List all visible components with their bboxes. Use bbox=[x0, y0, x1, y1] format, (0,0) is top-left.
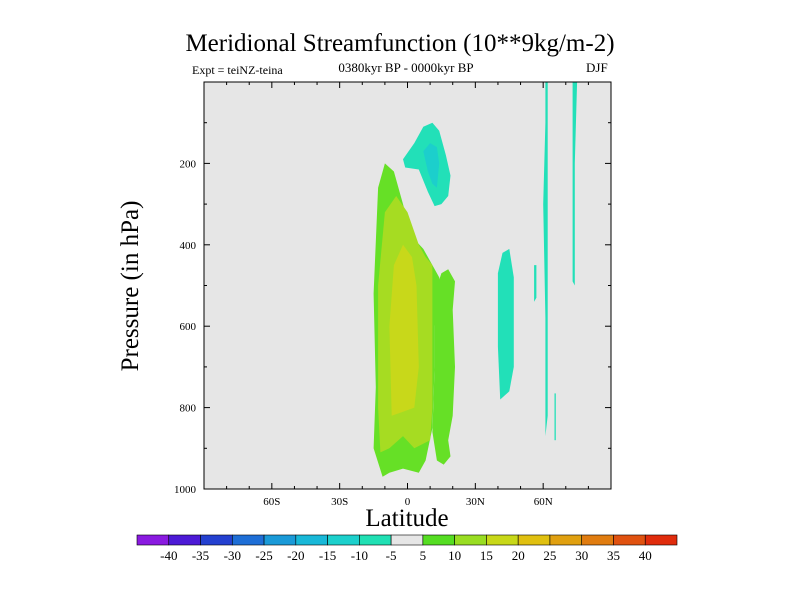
colorbar-box bbox=[486, 534, 519, 546]
colorbar-box bbox=[517, 534, 551, 546]
contour-region-9 bbox=[554, 393, 556, 441]
colorbar-label: -35 bbox=[192, 548, 209, 563]
colorbar-label: -30 bbox=[224, 548, 241, 563]
y-axis: 200 400 600 800 1000 bbox=[174, 122, 611, 496]
x-tick-label: 60N bbox=[534, 496, 553, 508]
colorbar-box bbox=[359, 534, 392, 546]
x-axis-title: Latitude bbox=[365, 505, 448, 532]
x-tick-label: 30S bbox=[331, 496, 348, 508]
colorbar-label: 35 bbox=[607, 548, 620, 563]
colorbar-label: 5 bbox=[420, 548, 427, 563]
colorbar-box bbox=[390, 534, 424, 546]
colorbar-label: 15 bbox=[480, 548, 493, 563]
y-tick-label: 1000 bbox=[174, 484, 197, 496]
colorbar-box bbox=[168, 534, 201, 546]
x-axis: 60S 30S 0 30N 60N bbox=[226, 82, 589, 508]
colorbar-box bbox=[231, 534, 265, 546]
colorbar-box bbox=[263, 534, 297, 546]
colorbar-box bbox=[422, 534, 455, 546]
colorbar-label: -10 bbox=[351, 548, 368, 563]
chart-subtitle: 0380kyr BP - 0000kyr BP bbox=[338, 60, 474, 75]
colorbar-label: 25 bbox=[543, 548, 556, 563]
colorbar-box bbox=[295, 534, 328, 546]
x-tick-label: 30N bbox=[466, 496, 485, 508]
y-tick-label: 200 bbox=[180, 158, 197, 170]
season-label: DJF bbox=[586, 60, 608, 75]
contour-region-7 bbox=[534, 265, 537, 302]
colorbar-box bbox=[200, 534, 233, 546]
colorbar-box bbox=[454, 534, 487, 546]
contour-region-5 bbox=[423, 143, 440, 188]
colorbar-label: 20 bbox=[512, 548, 525, 563]
contour-region-8 bbox=[543, 82, 548, 437]
contour-region-3 bbox=[389, 244, 419, 416]
contour-region-6 bbox=[497, 248, 514, 400]
colorbar-label: -5 bbox=[386, 548, 397, 563]
contour-region-1 bbox=[432, 269, 455, 465]
contour-region-10 bbox=[572, 82, 578, 286]
colorbar-box bbox=[549, 534, 583, 546]
colorbar-label: -20 bbox=[287, 548, 304, 563]
colorbar-label: -15 bbox=[319, 548, 336, 563]
y-tick-label: 400 bbox=[180, 240, 197, 252]
colorbar-box bbox=[644, 534, 678, 546]
colorbar-label: 40 bbox=[639, 548, 652, 563]
colorbar-label: -25 bbox=[255, 548, 272, 563]
x-tick-label: 0 bbox=[405, 496, 411, 508]
contour-regions bbox=[373, 82, 578, 477]
colorbar-label: 10 bbox=[448, 548, 461, 563]
y-axis-title: Pressure (in hPa) bbox=[117, 201, 144, 372]
colorbar-label: 30 bbox=[575, 548, 588, 563]
chart-title: Meridional Streamfunction (10**9kg/m-2) bbox=[185, 30, 615, 57]
colorbar-box bbox=[136, 534, 170, 546]
y-tick-label: 600 bbox=[180, 321, 197, 333]
colorbar-box bbox=[613, 534, 646, 546]
colorbar-label: -40 bbox=[160, 548, 177, 563]
colorbar: -40 -35 -30 -25 -20 -15 -10 -5 5 10 15 20 25 30 35 40 bbox=[136, 534, 678, 563]
experiment-label: Expt = teiNZ-teina bbox=[192, 63, 283, 77]
colorbar-box bbox=[327, 534, 360, 546]
y-tick-label: 800 bbox=[180, 403, 197, 415]
x-tick-label: 60S bbox=[263, 496, 280, 508]
colorbar-box bbox=[581, 534, 614, 546]
